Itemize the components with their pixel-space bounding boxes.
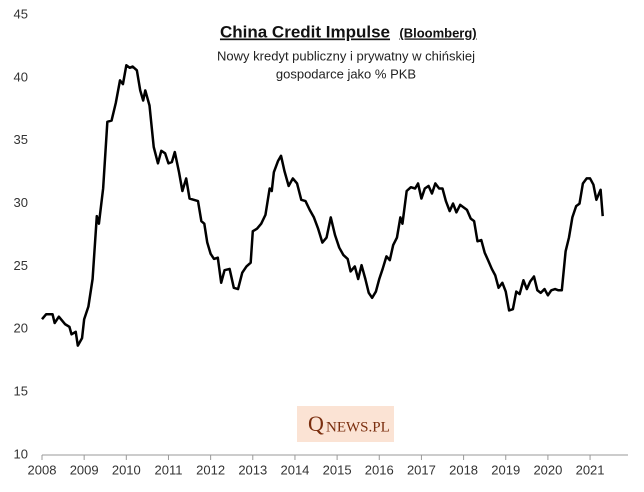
x-tick-label: 2015	[323, 462, 352, 477]
title-note: (Bloomberg)	[399, 25, 476, 40]
x-tick-label: 2018	[449, 462, 478, 477]
x-tick-label: 2009	[70, 462, 99, 477]
y-tick-label: 25	[14, 258, 28, 273]
y-tick-label: 30	[14, 195, 28, 210]
x-tick-label: 2010	[112, 462, 141, 477]
x-tick-label: 2014	[280, 462, 309, 477]
line-series	[41, 64, 604, 347]
x-tick-label: 2021	[576, 462, 605, 477]
x-tick-label: 2016	[365, 462, 394, 477]
subtitle: Nowy kredyt publiczny i prywatny w chińs…	[217, 48, 475, 63]
subtitle: gospodarce jako % PKB	[276, 66, 416, 81]
x-tick-label: 2019	[491, 462, 520, 477]
y-tick-label: 40	[14, 69, 28, 84]
y-tick-label: 20	[14, 321, 28, 336]
y-tick-label: 15	[14, 384, 28, 399]
watermark-text: NEWS.PL	[326, 419, 390, 435]
watermark-box	[297, 406, 394, 442]
x-tick-label: 2008	[28, 462, 57, 477]
x-tick-label: 2020	[533, 462, 562, 477]
x-tick-label: 2017	[407, 462, 436, 477]
watermark-q: Q	[308, 411, 324, 436]
y-tick-label: 45	[14, 6, 28, 21]
chart-title: China Credit Impulse	[220, 22, 390, 41]
y-tick-label: 10	[14, 446, 28, 461]
x-tick-label: 2011	[154, 462, 182, 477]
y-tick-label: 35	[14, 132, 28, 147]
x-tick-label: 2012	[196, 462, 225, 477]
x-tick-label: 2013	[238, 462, 267, 477]
